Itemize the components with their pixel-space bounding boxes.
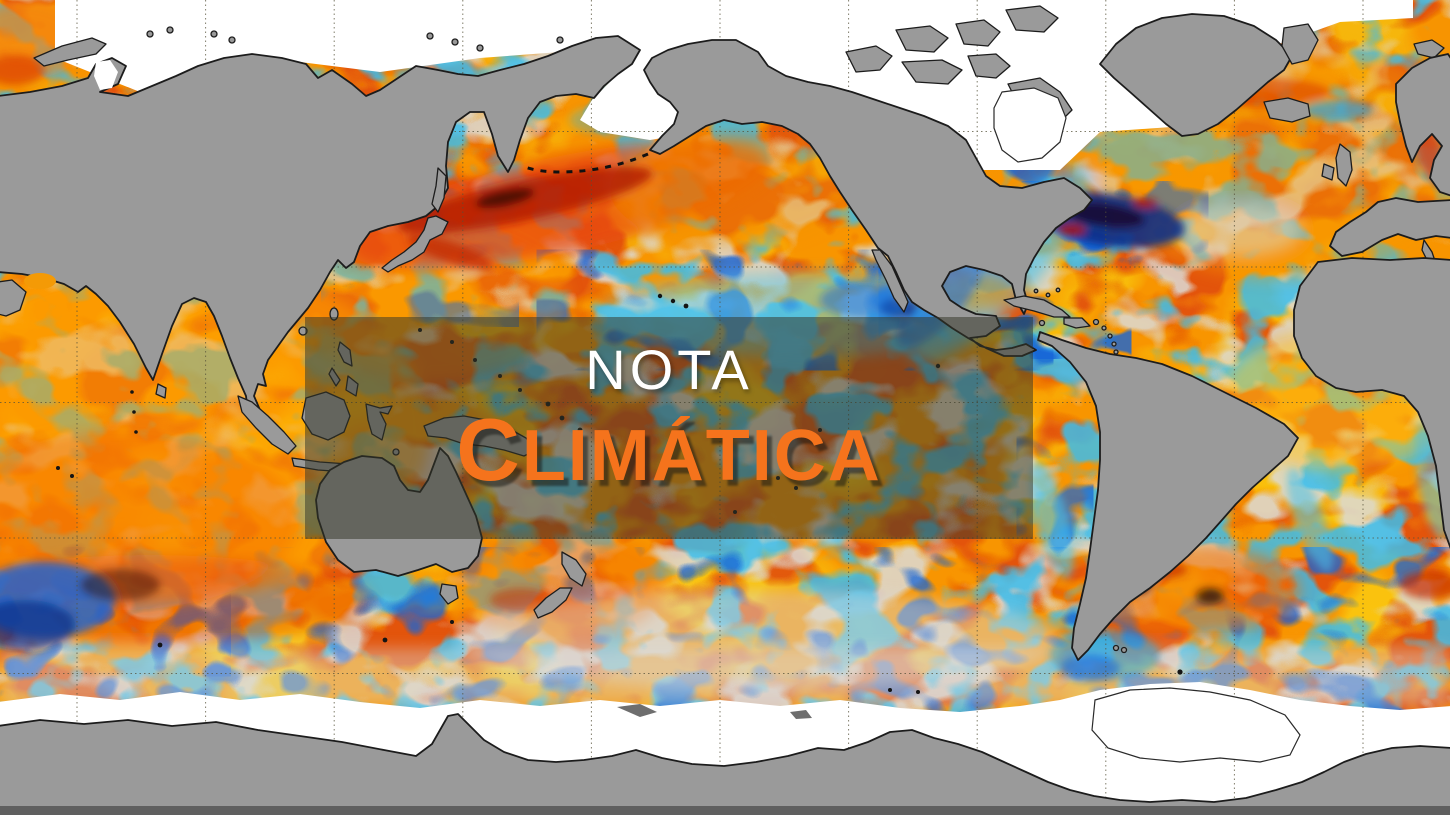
aleutian-island-chain <box>521 152 649 174</box>
island-iceland <box>1263 97 1311 123</box>
landmass-greenland <box>1099 13 1293 137</box>
baja-california-peninsula <box>871 249 909 313</box>
landmass-europe <box>1329 197 1450 257</box>
greenland-northeast-cape <box>1281 23 1319 65</box>
persian-gulf <box>24 273 56 289</box>
island-sakhalin <box>431 167 447 213</box>
island-jamaica <box>1038 319 1046 327</box>
landmass-south-america <box>1037 331 1299 661</box>
novaya-zemlya <box>33 37 107 67</box>
antarctic-peninsula-ice <box>1091 687 1301 763</box>
arctic-islands <box>146 26 564 52</box>
island-sri-lanka <box>155 383 167 399</box>
island-tasmania <box>439 583 459 605</box>
falkland-islands <box>1112 644 1128 654</box>
island-hispaniola <box>1063 317 1091 329</box>
headline-line2: CLIMÁTICA <box>456 399 882 499</box>
landmass-eurasia <box>0 35 641 421</box>
island-new-zealand-north <box>561 551 587 587</box>
island-japan <box>381 215 449 273</box>
hudson-bay-ice <box>993 87 1067 163</box>
landmass-africa <box>1293 257 1450 550</box>
antarctic-rock-outcrop <box>790 710 812 719</box>
island-ireland <box>1321 163 1335 181</box>
title-overlay-panel: NOTA CLIMÁTICA <box>305 317 1033 539</box>
island-cuba <box>1003 295 1071 318</box>
white-sea-inlet <box>94 60 118 90</box>
landmass-scandinavia <box>1395 53 1450 197</box>
island-svalbard <box>1413 39 1445 59</box>
map-bottom-strip <box>0 806 1450 815</box>
island-sumatra <box>237 395 297 455</box>
landmass-arabia <box>0 279 27 317</box>
island-puerto-rico <box>1092 318 1100 326</box>
landmass-antarctica <box>0 713 1450 815</box>
island-new-zealand-south <box>533 587 573 619</box>
island-great-britain <box>1335 143 1353 187</box>
headline-line1: NOTA <box>585 338 753 401</box>
lesser-antilles <box>1033 287 1119 355</box>
antarctic-rock-outcrop <box>617 704 657 717</box>
